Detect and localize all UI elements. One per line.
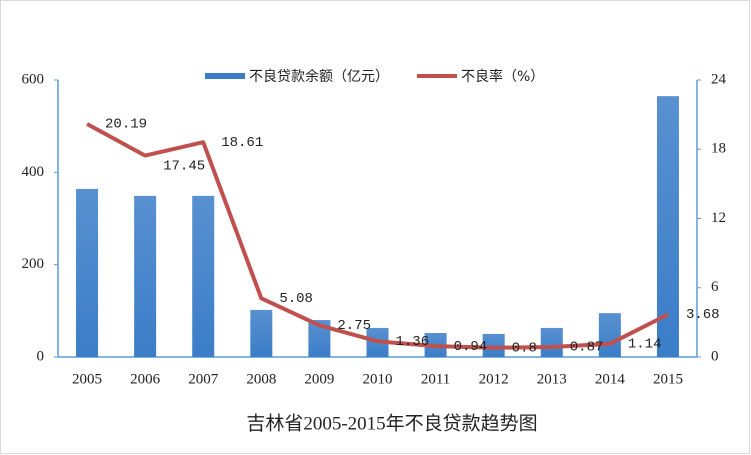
bar (656, 96, 679, 358)
x-tick-label: 2009 (304, 371, 334, 387)
data-label: 0.8 (512, 340, 537, 356)
y-tick-label: 400 (22, 164, 45, 180)
line (86, 122, 669, 350)
y-tick-label: 0 (37, 348, 45, 364)
chart-title: 吉林省2005-2015年不良贷款趋势图 (246, 412, 537, 434)
x-tick-label: 2011 (421, 371, 450, 387)
y2-tick-label: 18 (711, 141, 726, 157)
bar (308, 320, 331, 357)
x-tick-label: 2012 (479, 371, 509, 387)
data-label: 2.75 (337, 318, 371, 334)
x-tick-label: 2014 (595, 371, 626, 387)
x-tick-label: 2008 (246, 371, 276, 387)
data-label: 1.36 (396, 334, 430, 350)
legend-label: 不良率（%） (461, 68, 544, 85)
x-tick-label: 2005 (72, 371, 102, 387)
bar (192, 195, 215, 357)
data-label: 1.14 (628, 337, 662, 353)
legend-swatch (205, 73, 245, 79)
x-tick-label: 2007 (188, 371, 219, 387)
bar (250, 309, 273, 357)
y2-tick-label: 6 (711, 279, 719, 295)
data-label: 3.68 (686, 307, 720, 323)
y2-tick-label: 12 (711, 210, 726, 226)
y-tick-label: 600 (22, 71, 45, 87)
y2-tick-label: 0 (711, 348, 719, 364)
y-tick-label: 200 (22, 256, 45, 272)
bar (540, 327, 563, 357)
data-label: 0.94 (454, 339, 488, 355)
x-tick-label: 2015 (653, 371, 683, 387)
data-label: 5.08 (279, 291, 313, 307)
data-label: 20.19 (105, 117, 147, 133)
x-tick-label: 2013 (537, 371, 567, 387)
bar (76, 188, 99, 357)
bar (134, 195, 157, 357)
y2-tick-label: 24 (711, 71, 727, 87)
data-label: 0.87 (570, 340, 604, 356)
bar (482, 333, 505, 357)
x-tick-label: 2006 (130, 371, 161, 387)
legend-label: 不良贷款余额（亿元） (249, 68, 389, 85)
data-label: 18.61 (221, 135, 263, 151)
data-label: 17.45 (163, 158, 205, 174)
x-tick-label: 2010 (363, 371, 393, 387)
